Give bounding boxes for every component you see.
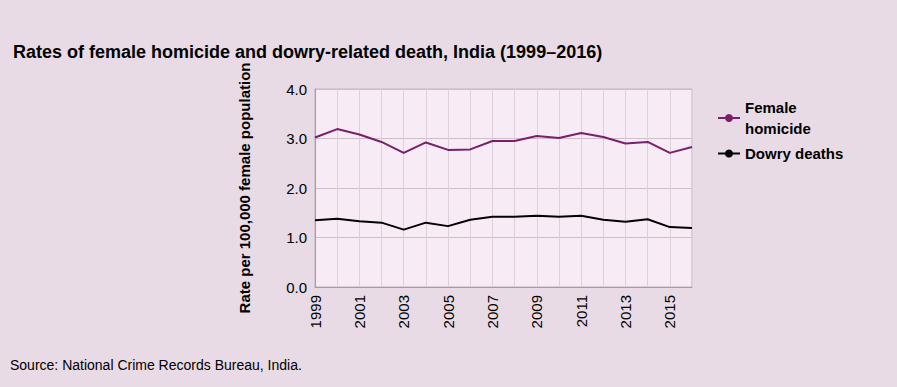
svg-text:2009: 2009 [528,295,545,328]
svg-text:1.0: 1.0 [286,229,307,246]
svg-text:2007: 2007 [484,295,501,328]
svg-text:2005: 2005 [440,295,457,328]
svg-text:1999: 1999 [307,295,324,328]
svg-text:2003: 2003 [395,295,412,328]
svg-text:2013: 2013 [617,295,634,328]
svg-text:Source: National Crime Records: Source: National Crime Records Bureau, I… [10,357,302,373]
svg-text:Rates of female homicide and d: Rates of female homicide and dowry-relat… [13,42,602,62]
svg-text:2011: 2011 [573,295,590,327]
svg-text:Female: Female [745,99,801,116]
svg-text:4.0: 4.0 [286,81,307,98]
svg-text:Rate per 100,000 female popula: Rate per 100,000 female population [236,63,253,314]
svg-text:Dowry deaths: Dowry deaths [745,145,843,162]
svg-text:homicide: homicide [745,120,811,137]
svg-text:2001: 2001 [351,295,368,328]
svg-text:2015: 2015 [661,295,678,328]
svg-text:0.0: 0.0 [286,279,307,296]
svg-text:2.0: 2.0 [286,180,307,197]
svg-text:3.0: 3.0 [286,130,307,147]
